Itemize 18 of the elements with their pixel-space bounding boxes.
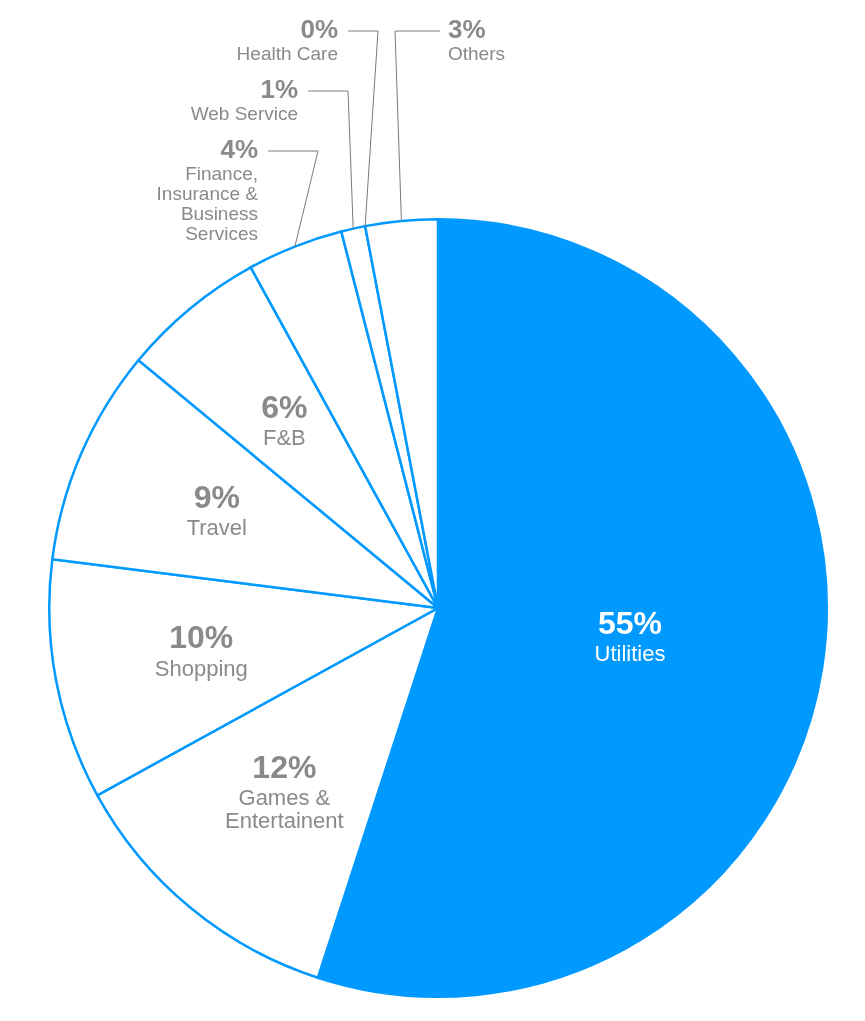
slice-label: Utilities: [594, 640, 666, 666]
data-label: 6%: [261, 388, 308, 425]
data-label: 55%: [597, 604, 663, 641]
data-label: 4%: [220, 134, 258, 165]
slice-label: Others: [448, 43, 506, 65]
slice-label: Games & Entertainent: [225, 784, 344, 833]
slice-label: Travel: [186, 514, 247, 540]
category-label: Health Care: [236, 43, 338, 65]
slice-label: Finance, Insurance & Business Services: [156, 163, 259, 245]
slice-label: F&B: [262, 424, 306, 450]
data-label: 3%: [448, 14, 486, 45]
data-label: 12%: [252, 748, 317, 785]
data-label: 10%: [169, 619, 234, 656]
slice-label: Web Service: [190, 103, 298, 125]
text: 0%: [300, 14, 338, 45]
slice-label: Shopping: [154, 655, 248, 681]
data-label: 9%: [193, 478, 240, 515]
data-label: 1%: [260, 74, 298, 105]
